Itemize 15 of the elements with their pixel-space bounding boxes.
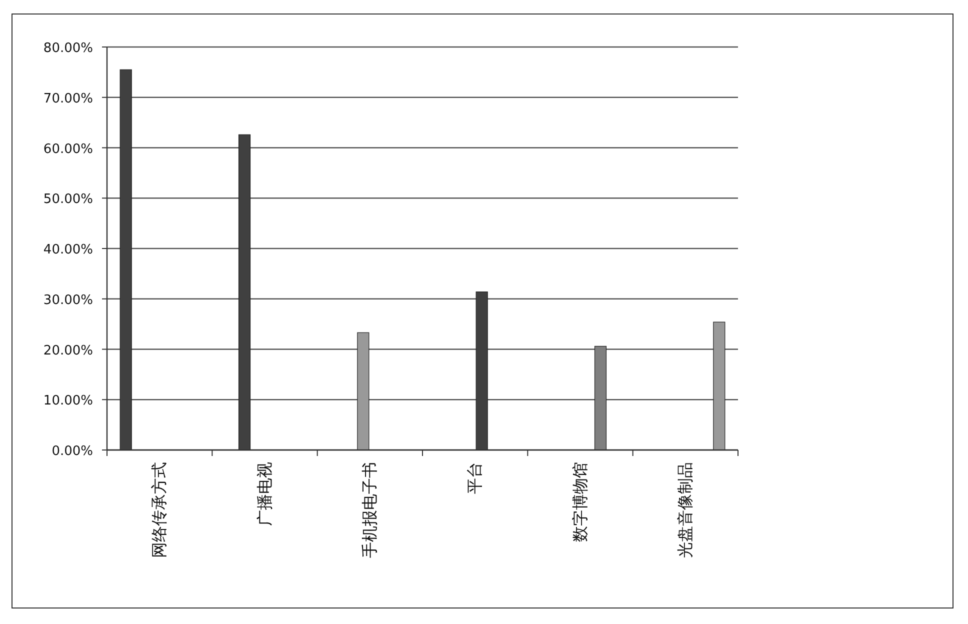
x-tick-label: 网络传承方式 <box>150 462 169 558</box>
x-tick-label: 光盘音像制品 <box>675 462 694 558</box>
y-tick-label: 80.00% <box>43 41 93 56</box>
y-tick-label: 40.00% <box>43 242 93 258</box>
x-tick-label: 广播电视 <box>254 462 274 526</box>
y-tick-label: 70.00% <box>43 91 93 106</box>
x-tick-label: 手机报电子书 <box>360 462 379 558</box>
x-tick-label: 平台 <box>465 462 484 494</box>
y-tick-label: 30.00% <box>43 292 93 308</box>
y-tick-label: 10.00% <box>43 394 93 409</box>
y-tick-label: 0.00% <box>52 444 93 459</box>
x-tick-label: 数字博物馆 <box>570 462 590 542</box>
y-tick-label: 50.00% <box>43 192 93 208</box>
y-tick-label: 20.00% <box>43 343 93 358</box>
y-tick-label: 60.00% <box>43 142 93 157</box>
